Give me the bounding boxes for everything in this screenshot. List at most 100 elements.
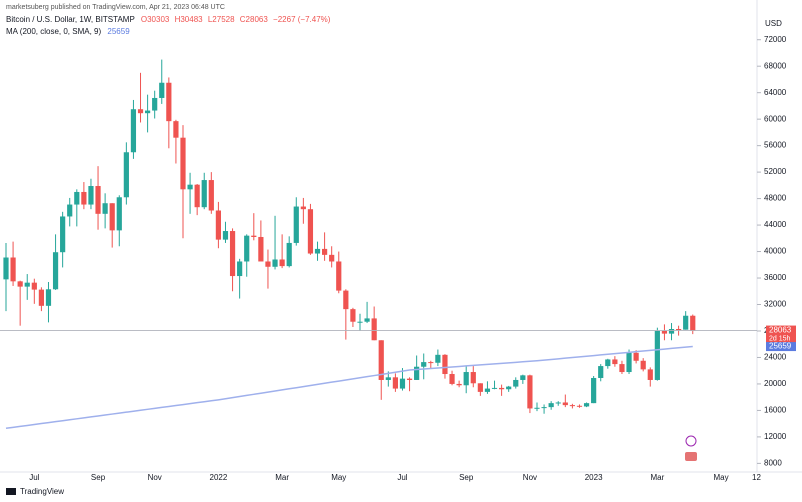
y-tick-label: 48000 [764,194,787,203]
y-tick-label: 40000 [764,247,787,256]
x-tick-label: May [714,473,729,482]
candle-body [654,330,660,380]
y-tick-label: 32000 [764,300,787,309]
candle-body [300,206,306,210]
price-tag: 28063 [769,326,792,335]
x-tick-label: Mar [275,473,289,482]
candle-body [548,403,554,408]
candle-body [470,372,476,384]
candle-body [123,152,129,198]
ohlc-value: C28063 [240,15,269,24]
legend-main: Bitcoin / U.S. Dollar, 1W, BITSTAMP O303… [6,15,331,24]
candle-body [31,282,37,290]
candle-body [449,374,455,384]
x-tick-label: Jul [397,473,407,482]
candle-body [329,254,335,262]
y-tick-label: 52000 [764,167,787,176]
x-tick-label: 12 [752,473,761,482]
candle-body [244,235,250,262]
candle-body [406,378,413,380]
y-tick-label: 44000 [764,220,787,229]
candle-body [463,372,469,386]
ohlc-value: H30483 [175,15,204,24]
candle-body [612,359,618,365]
event-icon [685,435,697,447]
candle-body [428,362,434,364]
candle-body [88,186,94,205]
candle-body [506,386,512,390]
candle-body [392,377,398,389]
candle-body [102,203,108,214]
candle-body [229,231,236,277]
candle-body [477,383,483,392]
candle-body [534,407,540,409]
candle-body [343,290,349,310]
candle-body [74,191,80,205]
x-tick-label: May [331,473,346,482]
y-tick-label: 56000 [764,141,787,150]
candle-body [562,402,568,406]
candle-body [605,359,611,367]
x-tick-label: Sep [91,473,106,482]
candle-body [350,309,356,322]
ma-line [5,345,693,430]
legend-ma: MA (200, close, 0, SMA, 9) 25659 [6,27,130,36]
candle-body [598,366,604,378]
candle-body [527,375,533,409]
ohlc-value: L27528 [208,15,235,24]
y-tick-label: 72000 [764,35,787,44]
candle-body [399,378,406,389]
candle-body [187,184,193,190]
candle-body [435,354,441,363]
publisher: marketsuberg published on TradingView.co… [6,4,225,11]
candle-body [690,315,696,331]
price-tag-bg [766,325,796,344]
candle-body [258,236,264,262]
candle-body [265,261,271,267]
candle-body [222,231,229,240]
candle-body [166,82,172,122]
candle-body [640,360,646,370]
candle-body [683,315,689,330]
candle-body [10,257,16,282]
candle-body [95,186,101,214]
candle-body [208,180,214,211]
x-tick-label: Jul [29,473,39,482]
candle-body [499,387,505,390]
candle-body [24,282,30,287]
candle-body [279,259,285,267]
candle-body [661,330,668,334]
candle-body [38,289,44,306]
candle-body [385,377,391,380]
candle-body [201,180,207,208]
y-tick-label: 68000 [764,61,787,70]
brand-logo [6,488,16,495]
flag-icon [685,452,697,461]
y-tick-label: 8000 [764,458,782,467]
symbol-title: Bitcoin / U.S. Dollar, 1W, BITSTAMP [6,15,135,24]
candle-body [180,137,186,190]
candle-body [286,242,292,267]
change-value: −2267 (−7.47%) [273,15,331,24]
candle-body [421,362,427,367]
candle-body [633,352,639,361]
candle-body [322,248,328,255]
candle-body [3,257,9,280]
candle-body [619,364,625,373]
candle-body [137,109,144,114]
candle-body [60,216,66,253]
candle-body [357,321,363,323]
y-tick-label: 36000 [764,273,787,282]
candle-body [555,402,561,404]
candle-body [67,204,73,217]
candle-body [591,377,597,404]
candle-body [569,405,575,407]
candle-body [52,252,59,290]
x-tick-label: Sep [459,473,474,482]
x-tick-label: 2023 [585,473,603,482]
candle-body [17,281,23,287]
candle-body [314,248,321,254]
candle-body [215,210,221,240]
ma-tag-bg [766,342,796,352]
candle-body [130,109,137,153]
